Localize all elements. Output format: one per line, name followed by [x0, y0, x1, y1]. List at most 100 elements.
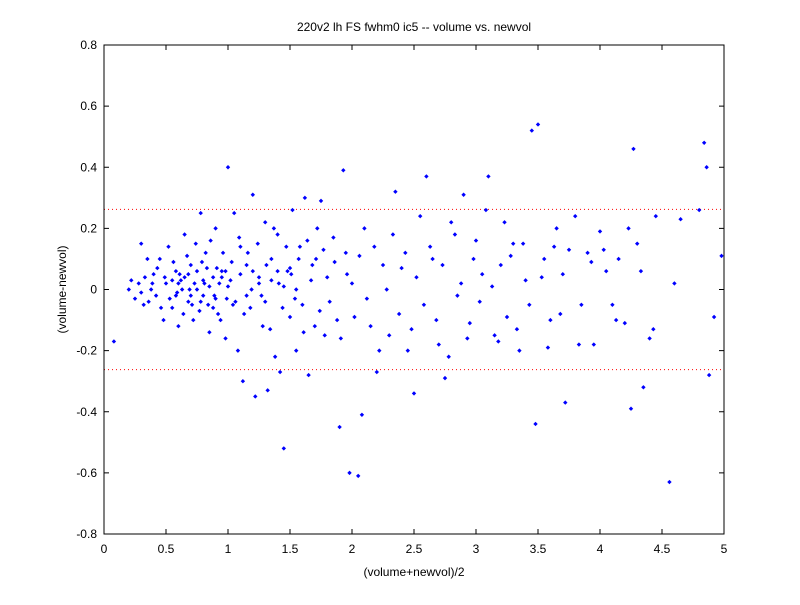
- data-point: [424, 174, 429, 179]
- data-point: [344, 272, 350, 277]
- data-point: [446, 354, 451, 359]
- data-point: [430, 256, 435, 262]
- data-point: [322, 333, 327, 338]
- data-point: [421, 302, 427, 307]
- data-point: [294, 348, 299, 353]
- data-point: [136, 281, 141, 286]
- data-point: [548, 317, 553, 323]
- data-point: [256, 275, 262, 280]
- data-point: [589, 259, 594, 265]
- data-point: [631, 146, 636, 152]
- data-point: [440, 262, 445, 268]
- data-point: [255, 241, 260, 246]
- data-point: [325, 275, 330, 280]
- data-point: [232, 210, 237, 216]
- data-point: [321, 247, 326, 252]
- data-point: [148, 287, 154, 292]
- data-point: [205, 302, 211, 307]
- data-point: [511, 241, 516, 246]
- data-point: [207, 330, 212, 335]
- x-axis-label: (volume+newvol)/2: [363, 565, 464, 579]
- data-point: [204, 265, 210, 271]
- data-point: [626, 226, 631, 231]
- x-tick-label: 1.5: [282, 542, 299, 556]
- data-point: [334, 317, 340, 323]
- data-point: [517, 348, 522, 353]
- data-point: [233, 299, 238, 304]
- data-point: [263, 299, 268, 304]
- data-point: [213, 296, 218, 301]
- data-point: [399, 265, 404, 271]
- y-tick-label: 0.8: [80, 38, 97, 52]
- data-point: [343, 250, 348, 256]
- data-point: [701, 140, 707, 145]
- data-point: [238, 272, 243, 277]
- data-point: [551, 244, 557, 249]
- data-point: [158, 305, 164, 311]
- data-point: [337, 424, 342, 430]
- data-point: [579, 302, 584, 307]
- data-point: [697, 207, 702, 213]
- data-point: [244, 262, 249, 268]
- data-point: [306, 372, 311, 378]
- data-point: [558, 311, 563, 317]
- x-tick-label: 3.5: [530, 542, 547, 556]
- data-point: [442, 375, 448, 381]
- data-point: [434, 317, 439, 323]
- data-point: [364, 296, 370, 301]
- data-point: [259, 293, 264, 298]
- data-point: [241, 311, 247, 317]
- data-point: [613, 317, 619, 323]
- data-point: [210, 305, 216, 311]
- data-point: [604, 268, 609, 274]
- data-point: [248, 305, 253, 311]
- data-point: [161, 317, 166, 323]
- data-point: [142, 275, 148, 280]
- data-point: [153, 293, 159, 298]
- data-point: [313, 256, 319, 262]
- data-point: [372, 244, 377, 249]
- data-point: [225, 165, 231, 170]
- data-point: [256, 281, 262, 286]
- data-point: [573, 213, 578, 219]
- data-point: [220, 250, 226, 256]
- data-point: [641, 385, 646, 390]
- data-point: [202, 281, 207, 286]
- data-point: [527, 302, 532, 307]
- data-point: [182, 232, 187, 237]
- data-point: [207, 284, 212, 289]
- data-point: [377, 348, 382, 353]
- data-point: [178, 278, 184, 283]
- data-point: [269, 256, 274, 262]
- data-point: [297, 244, 303, 249]
- data-point: [312, 323, 317, 329]
- data-point: [219, 275, 224, 280]
- data-point: [223, 336, 228, 341]
- data-point: [194, 268, 200, 274]
- data-point: [651, 327, 656, 332]
- data-point: [489, 284, 495, 289]
- data-point: [359, 412, 365, 418]
- data-point: [405, 348, 410, 353]
- data-point: [173, 268, 179, 274]
- data-point: [129, 278, 134, 283]
- data-point: [301, 330, 306, 335]
- data-point: [271, 226, 277, 231]
- x-tick-label: 4: [597, 542, 604, 556]
- data-point: [208, 238, 213, 243]
- data-point: [182, 275, 187, 280]
- data-point: [167, 296, 172, 301]
- data-points: [111, 122, 724, 485]
- data-point: [349, 281, 355, 286]
- x-tick-label: 5: [721, 542, 728, 556]
- data-point: [150, 281, 155, 286]
- data-point: [280, 305, 285, 311]
- data-point: [126, 287, 131, 292]
- data-point: [132, 296, 138, 301]
- data-point: [533, 421, 538, 427]
- data-point: [403, 250, 408, 256]
- x-tick-label: 0.5: [158, 542, 175, 556]
- data-point: [672, 281, 677, 286]
